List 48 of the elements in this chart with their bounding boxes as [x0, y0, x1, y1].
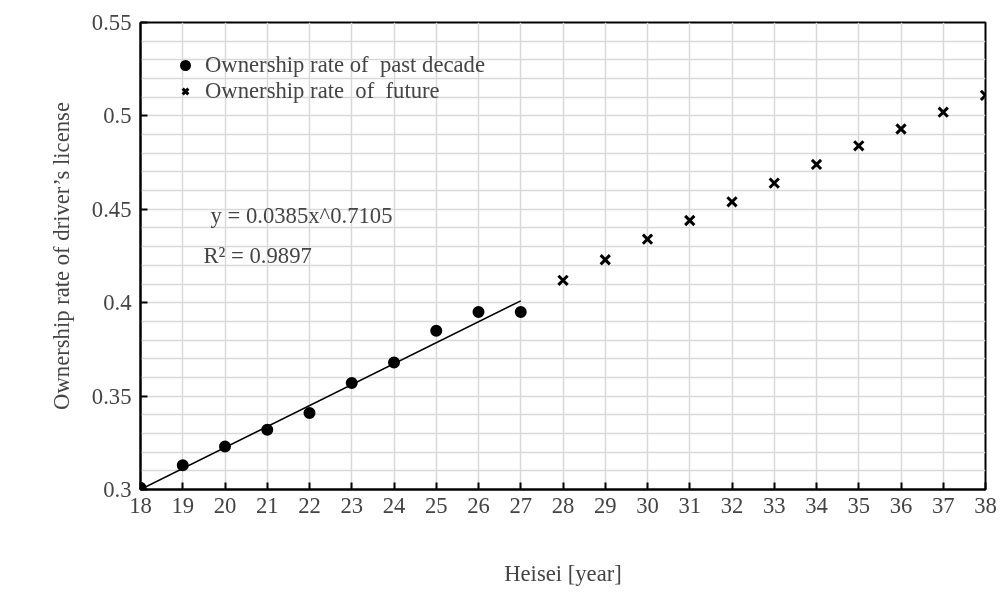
y-tick-label: 0.5: [103, 103, 132, 129]
point: [810, 158, 823, 171]
x-tick-label: 26: [467, 492, 490, 518]
point: [937, 106, 950, 119]
x-tick-label: 25: [424, 492, 448, 518]
x-axis-title: Heisei [year]: [504, 560, 622, 586]
x-tick-label: 20: [213, 492, 237, 518]
x-tick-label: 29: [593, 492, 617, 518]
x-tick-label: 27: [509, 492, 533, 518]
annotation: R² = 0.9897: [203, 242, 312, 268]
point: [683, 214, 696, 227]
x-tick-label: 33: [762, 492, 786, 518]
x-tick-label: 31: [678, 492, 702, 518]
x-tick-label: 28: [551, 492, 575, 518]
x-tick-label: 36: [889, 492, 913, 518]
y-axis-title: Ownership rate of driver’s license: [48, 102, 74, 410]
x-tick-label: 37: [931, 492, 955, 518]
point: [768, 177, 781, 190]
x-tick-label: 38: [974, 492, 997, 518]
point: [725, 195, 739, 208]
x-tick-label: 32: [720, 492, 744, 518]
legend-label: Ownership rate of past decade: [205, 52, 485, 78]
x-tick-label: 21: [255, 492, 279, 518]
point: [430, 324, 443, 337]
x-tick-label: 34: [805, 492, 828, 518]
y-tick-label: 0.35: [91, 383, 132, 409]
y-tick-label: 0.45: [91, 196, 132, 222]
point: [261, 423, 274, 436]
point: [472, 306, 485, 319]
point: [852, 139, 865, 152]
point: [303, 406, 316, 419]
legend-label: Ownership rate of future: [205, 78, 440, 104]
x-tick-label: 24: [382, 492, 406, 518]
x-tick-label: 23: [340, 492, 364, 518]
x-tick-label: 19: [171, 492, 195, 518]
point: [894, 122, 908, 136]
y-tick-label: 0.4: [103, 290, 132, 316]
point: [176, 459, 189, 472]
x-tick-label: 35: [847, 492, 871, 518]
point: [599, 253, 612, 266]
x-tick-label: 22: [298, 492, 321, 518]
y-tick-label: 0.3: [103, 477, 132, 502]
point: [641, 233, 654, 246]
point: [556, 274, 570, 287]
point: [514, 306, 527, 319]
annotation: y = 0.0385x^0.7105: [210, 202, 393, 228]
x-tick-label: 30: [636, 492, 659, 518]
y-tick-label: 0.55: [91, 10, 132, 35]
